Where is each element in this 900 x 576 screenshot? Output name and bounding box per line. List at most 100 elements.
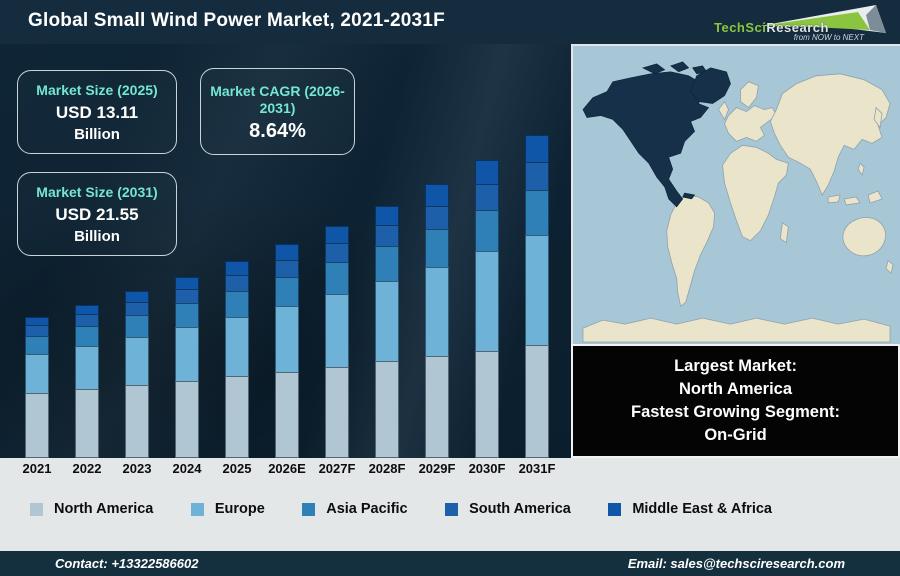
bar-segment-north-america-2026e (275, 371, 299, 458)
legend-item-europe: Europe (190, 501, 265, 517)
market-cagr-value: 8.64% (249, 119, 306, 142)
logo-brand-secondary: Research (766, 20, 829, 35)
islands-canadian-arctic (641, 61, 708, 75)
bar-segment-europe-2030f (475, 251, 499, 351)
bar-segment-middle-east-africa-2030f (475, 160, 499, 185)
bar-segment-north-america-2027f (325, 366, 349, 458)
island-britain (718, 100, 729, 121)
world-map-panel (571, 44, 900, 344)
bar-segment-middle-east-africa-2027f (325, 225, 349, 244)
continent-north-america (582, 71, 710, 208)
logo-brand-primary: TechSci (714, 20, 767, 35)
bar-segment-europe-2021 (25, 354, 49, 393)
legend-label-north-america: North America (54, 501, 154, 517)
bar-column-2021 (12, 316, 62, 458)
legend: North America Europe Asia Pacific South Ame… (0, 501, 900, 517)
bar-column-2028f (362, 205, 412, 458)
bar-segment-north-america-2028f (375, 361, 399, 458)
bar-segment-europe-2029f (425, 266, 449, 357)
bar-segment-asia-pacific-2029f (425, 228, 449, 267)
bar-segment-asia-pacific-2021 (25, 335, 49, 355)
x-axis-label-2025: 2025 (222, 461, 252, 476)
legend-swatch-north-america (30, 502, 43, 516)
market-size-2031-box: Market Size (2031) USD 21.55 Billion (17, 172, 177, 256)
market-size-2025-value: USD 13.11 (55, 102, 139, 122)
bar-segment-south-america-2025 (225, 274, 249, 291)
legend-item-asia-pacific: Asia Pacific (302, 501, 408, 517)
bar-segment-north-america-2030f (475, 350, 499, 458)
bar-segment-europe-2024 (175, 327, 199, 381)
bar-column-2027f (312, 225, 362, 458)
legend-label-asia-pacific: Asia Pacific (326, 501, 408, 517)
bar-segment-north-america-2025 (225, 376, 249, 458)
bar-segment-europe-2027f (325, 293, 349, 367)
bar-segment-europe-2026e (275, 305, 299, 372)
legend-label-south-america: South America (469, 501, 571, 517)
x-axis-label-2021: 2021 (22, 461, 52, 476)
footer-email: Email: sales@techsciresearch.com (627, 556, 845, 571)
legend-item-north-america: North America (30, 501, 153, 517)
islands-caribbean (682, 192, 696, 200)
market-cagr-label: Market CAGR (2026-2031) (210, 82, 345, 116)
legend-item-south-america: South America (445, 501, 571, 517)
market-size-2025-label: Market Size (2025) (36, 81, 158, 98)
continent-asia (769, 73, 891, 196)
bar-segment-middle-east-africa-2024 (175, 276, 199, 289)
logo-arrow-icon (760, 5, 886, 33)
islands-new-zealand (885, 259, 894, 275)
header-bar: Global Small Wind Power Market, 2021-203… (0, 0, 900, 44)
legend-swatch-middle-east-africa (608, 502, 622, 516)
bar-segment-south-america-2031f (525, 161, 549, 190)
market-size-2025-unit: Billion (74, 125, 120, 143)
bar-segment-asia-pacific-2025 (225, 290, 249, 317)
bar-segment-south-america-2026e (275, 259, 299, 278)
bar-segment-north-america-2022 (75, 389, 99, 458)
bar-segment-middle-east-africa-2025 (225, 261, 249, 275)
world-map (582, 61, 894, 343)
x-axis-label-2022: 2022 (72, 461, 102, 476)
bar-segment-middle-east-africa-2026e (275, 244, 299, 260)
bar-segment-asia-pacific-2031f (525, 189, 549, 235)
bar-segment-asia-pacific-2030f (475, 209, 499, 252)
bar-segment-asia-pacific-2028f (375, 246, 399, 281)
bar-segment-asia-pacific-2027f (325, 262, 349, 294)
x-axis-label-2031f: 2031F (518, 461, 556, 476)
bar-segment-middle-east-africa-2021 (25, 316, 49, 326)
bar-segment-europe-2031f (525, 234, 549, 345)
x-axis-label-2028f: 2028F (368, 461, 406, 476)
x-axis-labels: 2021 2022 2023 2024 2025 2026E 2027F 2028F 2029F… (12, 461, 562, 476)
bar-segment-middle-east-africa-2031f (525, 134, 549, 162)
footer-bar: Contact: +13322586602 Email: sales@techs… (0, 551, 900, 576)
x-axis-label-2023: 2023 (122, 461, 152, 476)
bar-segment-north-america-2024 (175, 380, 199, 458)
region-scandinavia (740, 81, 759, 109)
callout-line-4: On-Grid (704, 426, 767, 444)
market-cagr-box: Market CAGR (2026-2031) 8.64% (200, 68, 355, 155)
bar-segment-asia-pacific-2022 (75, 325, 99, 347)
legend-label-middle-east-africa: Middle East & Africa (632, 501, 772, 517)
bar-segment-middle-east-africa-2022 (75, 304, 99, 315)
x-axis-label-2024: 2024 (172, 461, 202, 476)
bar-segment-south-america-2029f (425, 205, 449, 229)
continent-south-america (666, 194, 715, 307)
bar-column-2031f (512, 134, 562, 458)
bar-column-2024 (162, 276, 212, 458)
x-axis-label-2026e: 2026E (268, 461, 306, 476)
callout-line-1: Largest Market: (674, 357, 797, 375)
bar-segment-south-america-2030f (475, 184, 499, 210)
callout-line-3: Fastest Growing Segment: (630, 403, 841, 421)
bar-segment-south-america-2028f (375, 225, 399, 247)
market-size-2031-unit: Billion (74, 227, 120, 245)
continent-europe (724, 105, 777, 142)
bar-segment-south-america-2024 (175, 288, 199, 304)
islands-philippines (857, 162, 865, 177)
bar-segment-europe-2022 (75, 346, 99, 390)
legend-item-middle-east-africa: Middle East & Africa (608, 501, 772, 517)
continent-antarctica (582, 317, 891, 343)
bar-segment-middle-east-africa-2028f (375, 205, 399, 226)
bar-segment-middle-east-africa-2029f (425, 184, 449, 206)
x-axis-label-2029f: 2029F (418, 461, 456, 476)
island-new-guinea (867, 190, 883, 204)
legend-swatch-south-america (445, 502, 459, 516)
bar-segment-north-america-2029f (425, 356, 449, 458)
